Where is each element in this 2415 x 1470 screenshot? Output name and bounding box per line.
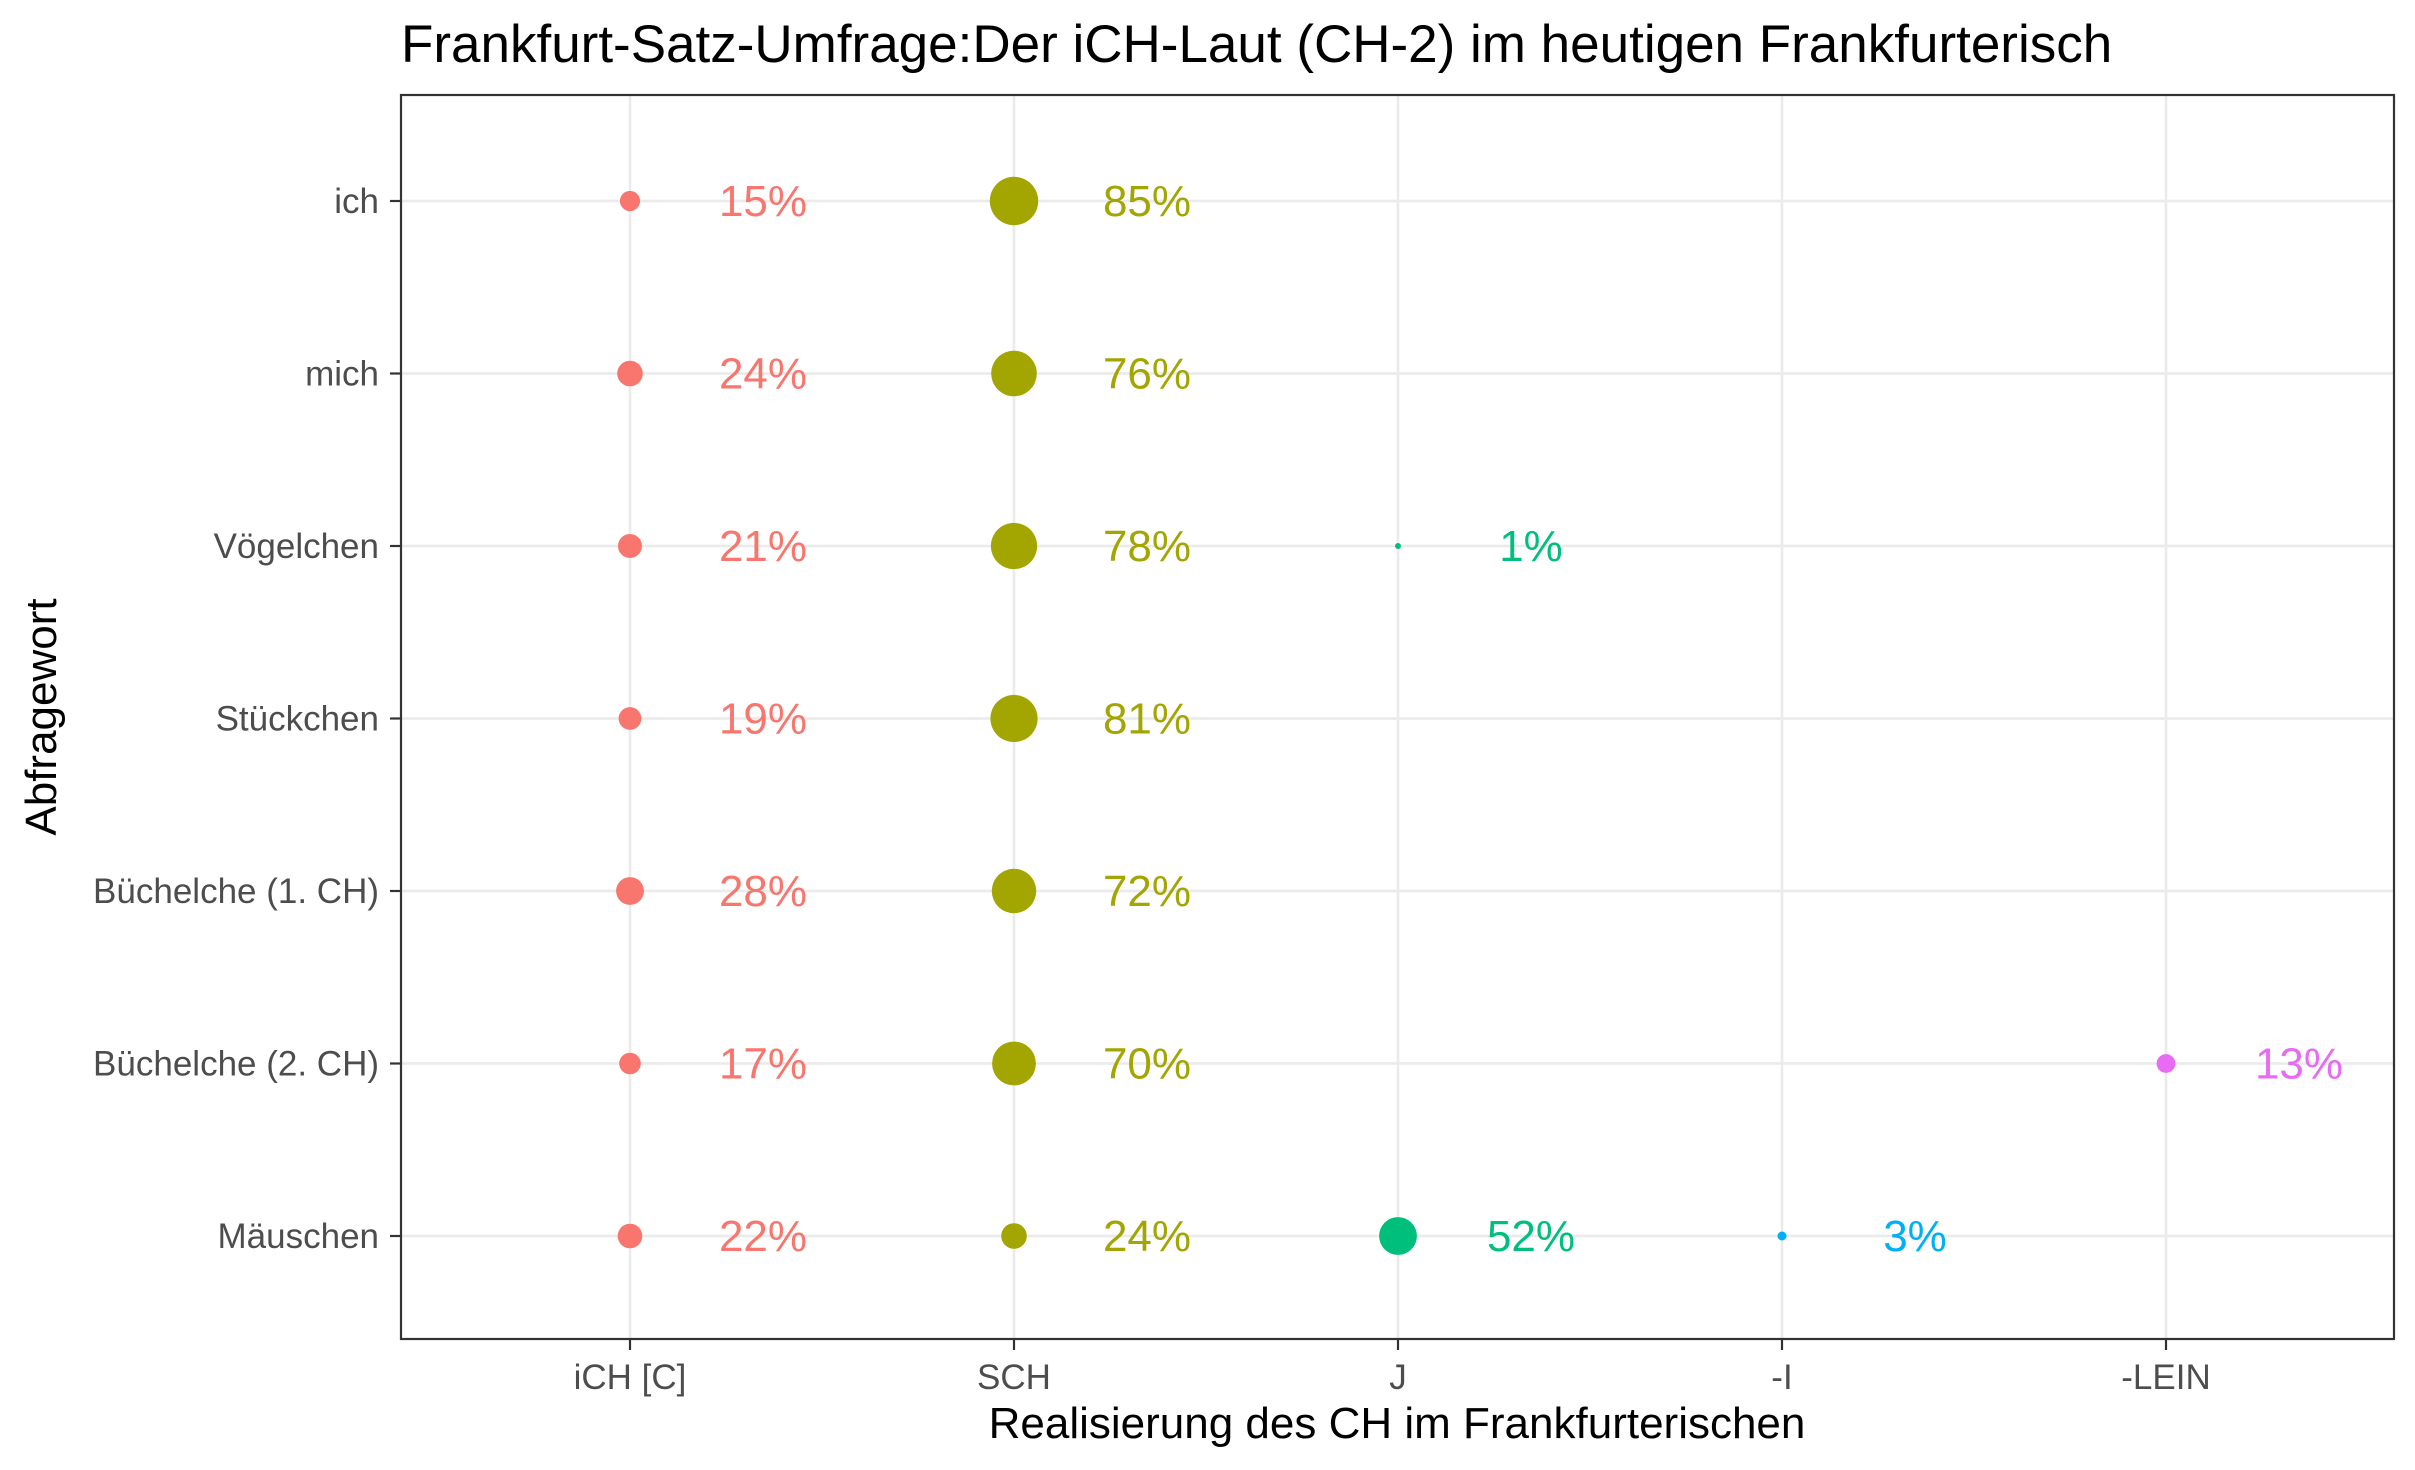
y-tick-label: Büchelche (2. CH) <box>93 1045 379 1084</box>
data-point <box>1777 1231 1787 1241</box>
data-point <box>617 360 643 387</box>
data-labels: 15% 85% 24% 76% 21% 78% 1% 19% 81% 28% 72% 17% 70% 13… <box>719 177 2343 1261</box>
data-label: 22% <box>719 1212 807 1261</box>
data-label: 28% <box>719 867 807 916</box>
y-tick-label: Mäuschen <box>218 1217 379 1256</box>
data-label: 3% <box>1883 1212 1947 1261</box>
data-label: 24% <box>1103 1212 1191 1261</box>
x-axis-title: Realisierung des CH im Frankfurterischen <box>989 1399 1806 1448</box>
data-label: 15% <box>719 177 807 226</box>
y-axis: ich mich Vögelchen Stückchen Büchelche (1. C… <box>93 182 401 1256</box>
data-label: 17% <box>719 1040 807 1089</box>
data-point <box>991 350 1037 397</box>
y-tick-label: Stückchen <box>216 700 379 739</box>
data-label: 76% <box>1103 350 1191 399</box>
data-label: 78% <box>1103 522 1191 571</box>
chart-title: Frankfurt-Satz-Umfrage:Der iCH-Laut (CH-… <box>401 15 2112 74</box>
data-points <box>616 176 2176 1255</box>
data-point <box>618 534 642 558</box>
data-point <box>619 1052 641 1075</box>
y-tick-label: Vögelchen <box>214 527 379 566</box>
x-tick-label: SCH <box>977 1358 1051 1397</box>
data-point <box>1379 1217 1417 1255</box>
data-point <box>992 1041 1036 1086</box>
data-label: 13% <box>2255 1040 2343 1089</box>
data-label: 72% <box>1103 867 1191 916</box>
data-point <box>989 176 1039 226</box>
data-point <box>1395 543 1401 549</box>
data-label: 52% <box>1487 1212 1575 1261</box>
data-point <box>616 877 644 905</box>
data-point <box>990 522 1038 570</box>
data-point <box>2156 1054 2176 1073</box>
y-axis-title: Abfragewort <box>17 598 66 835</box>
data-point <box>991 868 1037 914</box>
data-label: 21% <box>719 522 807 571</box>
data-point <box>617 1223 643 1249</box>
data-label: 85% <box>1103 177 1191 226</box>
data-label: 1% <box>1499 522 1563 571</box>
x-tick-label: J <box>1389 1358 1407 1397</box>
y-tick-label: ich <box>334 182 379 221</box>
data-point <box>618 707 642 730</box>
data-label: 70% <box>1103 1040 1191 1089</box>
y-tick-label: mich <box>305 355 379 394</box>
y-tick-label: Büchelche (1. CH) <box>93 872 379 911</box>
data-label: 24% <box>719 350 807 399</box>
data-point <box>990 694 1038 743</box>
x-tick-label: -I <box>1771 1358 1792 1397</box>
x-tick-label: iCH [C] <box>574 1358 687 1397</box>
x-tick-label: -LEIN <box>2121 1358 2210 1397</box>
x-axis: iCH [C] SCH J -I -LEIN <box>574 1339 2211 1397</box>
data-point <box>1001 1223 1027 1249</box>
data-label: 19% <box>719 695 807 744</box>
data-label: 81% <box>1103 695 1191 744</box>
data-point <box>619 190 641 212</box>
